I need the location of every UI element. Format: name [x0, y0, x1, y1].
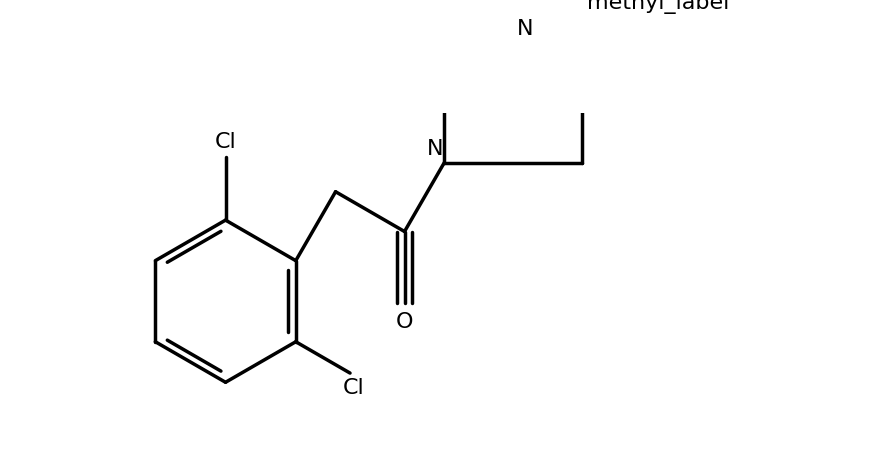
Text: N: N — [427, 139, 444, 159]
Text: Cl: Cl — [343, 378, 365, 398]
Text: methyl_label: methyl_label — [587, 0, 730, 14]
Text: O: O — [396, 312, 413, 332]
Text: Cl: Cl — [214, 132, 237, 152]
Text: N: N — [517, 19, 533, 39]
